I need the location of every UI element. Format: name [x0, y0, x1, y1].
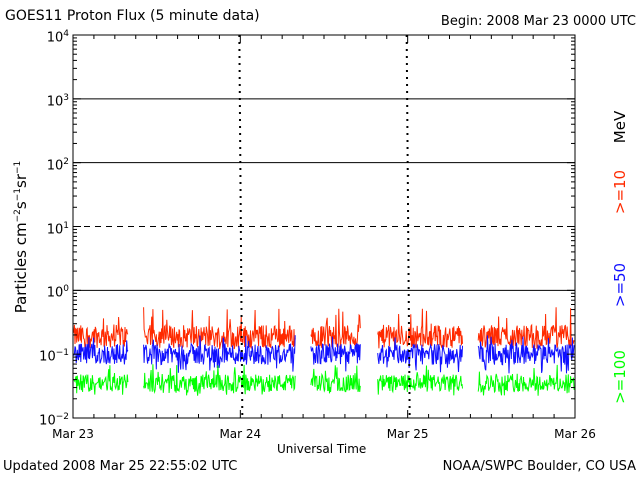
begin-time: Begin: 2008 Mar 23 0000 UTC — [440, 14, 636, 29]
y-tick-label: 104 — [46, 29, 69, 46]
y-tick-label: 103 — [46, 92, 69, 110]
legend-series-3: >=100 — [611, 350, 629, 404]
updated-timestamp: Updated 2008 Mar 25 22:55:02 UTC — [3, 459, 238, 474]
series-line-3 — [73, 365, 129, 395]
y-tick-label: 101 — [46, 220, 69, 237]
series-line-1 — [477, 307, 575, 349]
x-axis-label: Universal Time — [277, 442, 367, 456]
series-line-2 — [477, 335, 575, 374]
x-tick-label: Mar 24 — [219, 427, 262, 441]
series-line-3 — [143, 364, 296, 396]
y-axis-label-text: Particles cm−2s−1sr−1 — [12, 160, 30, 314]
series-line-2 — [377, 337, 463, 373]
y-axis-label: Particles cm−2s−1sr−1 — [9, 117, 30, 357]
series-line-1 — [310, 308, 361, 349]
credit-line: NOAA/SWPC Boulder, CO USA — [442, 459, 636, 474]
series-line-1 — [377, 308, 463, 350]
chart-title: GOES11 Proton Flux (5 minute data) — [5, 8, 260, 24]
series-line-3 — [377, 365, 463, 396]
y-tick-label: 10−1 — [39, 348, 69, 365]
y-tick-label: 10−2 — [39, 412, 69, 429]
x-tick-label: Mar 25 — [386, 427, 429, 441]
series-line-3 — [477, 364, 575, 396]
x-tick-label: Mar 23 — [52, 427, 94, 441]
y-tick-label: 102 — [46, 156, 69, 173]
legend-series-1: >=10 — [611, 169, 629, 215]
day-separator — [405, 34, 411, 419]
series-line-1 — [143, 307, 296, 350]
x-tick-label: Mar 26 — [554, 427, 596, 441]
day-separator — [238, 34, 244, 419]
series-line-2 — [310, 336, 361, 372]
series-line-2 — [143, 335, 296, 373]
series-line-1 — [73, 316, 129, 349]
series-line-2 — [73, 337, 129, 365]
series-line-3 — [310, 365, 361, 394]
legend-series-2: >=50 — [611, 262, 629, 308]
y-tick-label: 100 — [46, 284, 69, 301]
